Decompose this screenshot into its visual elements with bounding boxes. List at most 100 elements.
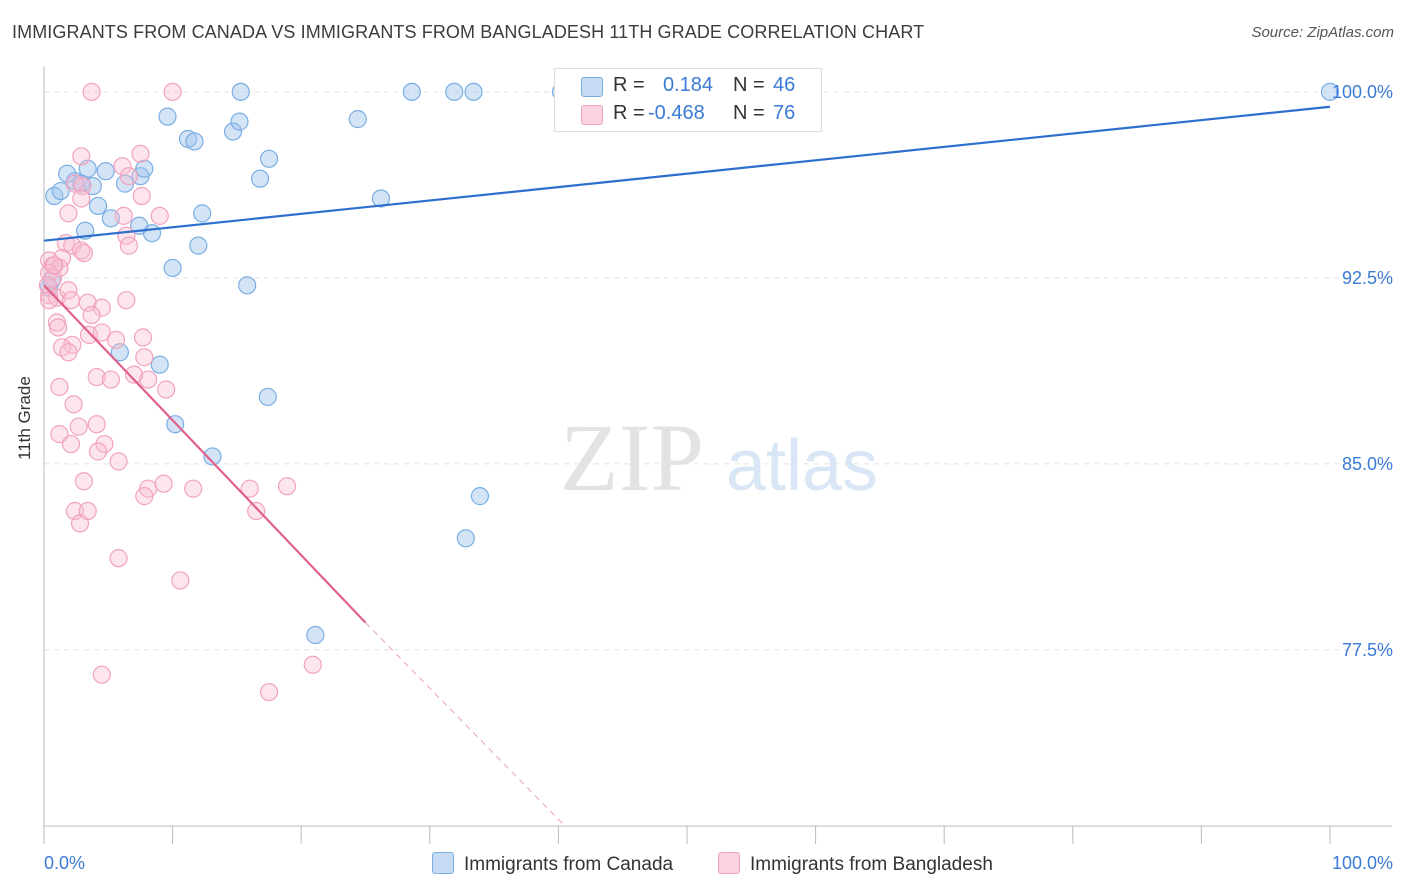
watermark: ZIP atlas [560,404,878,511]
point-bangladesh [74,243,93,263]
x-tick-label: 100.0% [1332,853,1393,873]
point-bangladesh [70,514,90,533]
legend-r-value-canada: 0.184 [663,74,714,96]
point-canada [96,162,115,181]
point-canada [150,355,169,374]
legend-r-label: R = [613,102,645,124]
point-bangladesh [184,479,203,498]
point-bangladesh [88,442,108,461]
point-canada [306,625,325,645]
tick-labels: 77.5% 85.0% 92.5% 100.0% 0.0% 100.0% [44,82,1393,873]
watermark-atlas: atlas [726,426,878,506]
point-bangladesh [61,434,81,454]
point-canada [456,529,475,548]
point-bangladesh [117,291,136,310]
y-tick-label: 100.0% [1332,82,1393,102]
data-points [38,82,1340,702]
legend-swatch-bangladesh [581,105,603,125]
trend-line-canada [43,105,1331,242]
legend-n-value-canada: 46 [773,74,796,96]
point-bangladesh [40,291,59,310]
point-bangladesh [49,318,68,337]
bottom-legend-canada: Immigrants from Canada [432,852,673,876]
point-bangladesh [124,365,144,384]
stats-legend: R = 0.184 N = 46 R = -0.468 N = 76 [554,68,822,132]
legend-swatch-canada [581,77,603,97]
point-bangladesh [139,370,158,389]
axes [43,66,1392,844]
point-bangladesh [87,367,106,387]
point-canada [250,169,270,188]
trend-line-bangladesh [43,284,367,624]
point-bangladesh [135,487,154,506]
point-canada [1320,82,1340,101]
legend-n-value-bangladesh: 76 [773,102,796,124]
point-bangladesh [92,665,111,684]
point-bangladesh [72,189,91,208]
trend-line-bangladesh-extension [365,622,566,827]
point-bangladesh [87,415,106,434]
point-bangladesh [101,370,120,389]
point-bangladesh [109,549,128,568]
point-bangladesh [240,479,259,498]
point-bangladesh [82,305,101,325]
y-tick-label: 77.5% [1342,640,1393,660]
point-bangladesh [154,474,173,493]
point-bangladesh [74,472,93,491]
point-canada [163,258,182,278]
point-bangladesh [72,147,91,166]
point-bangladesh [277,477,297,496]
point-bangladesh [119,236,138,255]
point-canada [88,196,108,216]
point-canada [445,82,464,101]
point-canada [83,176,102,196]
point-canada [464,82,483,101]
point-bangladesh [157,380,176,399]
point-canada [470,487,490,506]
point-bangladesh [119,167,138,186]
point-canada [142,224,162,243]
legend-r-label: R = [613,74,645,96]
bottom-legend-bangladesh: Immigrants from Bangladesh [718,852,993,876]
trend-lines [43,105,1331,827]
point-canada [158,107,177,126]
point-bangladesh [69,417,88,436]
bottom-legend-swatch-canada [432,852,454,874]
point-canada [193,204,212,223]
point-canada [51,181,70,201]
point-canada [348,110,367,129]
point-canada [135,159,154,178]
y-tick-label: 85.0% [1342,454,1393,474]
watermark-zip: ZIP [560,404,704,511]
point-canada [185,132,204,151]
point-canada [231,82,250,101]
point-bangladesh [95,434,114,454]
point-bangladesh [109,452,128,471]
point-bangladesh [64,395,83,414]
point-canada [223,122,243,141]
point-bangladesh [247,501,266,521]
legend-r-value-bangladesh: -0.468 [648,102,705,124]
point-canada [402,82,421,101]
point-bangladesh [259,682,279,702]
point-bangladesh [92,323,111,342]
point-canada [230,112,249,131]
point-bangladesh [303,655,322,674]
x-tick-label: 0.0% [44,853,85,873]
legend-n-label: N = [733,102,765,124]
point-bangladesh [150,206,169,225]
point-canada [259,149,279,168]
point-bangladesh [135,348,154,367]
gridlines [44,91,1392,651]
point-bangladesh [50,377,69,397]
point-bangladesh [171,571,190,590]
point-bangladesh [45,256,64,275]
source-label: Source: ZipAtlas.com [1251,24,1394,41]
point-bangladesh [50,425,69,444]
point-bangladesh [106,330,126,349]
chart-title: IMMIGRANTS FROM CANADA VS IMMIGRANTS FRO… [12,22,925,42]
point-canada [238,276,257,295]
bottom-legend-swatch-bangladesh [718,852,740,874]
point-bangladesh [114,206,133,225]
point-bangladesh [133,328,153,347]
